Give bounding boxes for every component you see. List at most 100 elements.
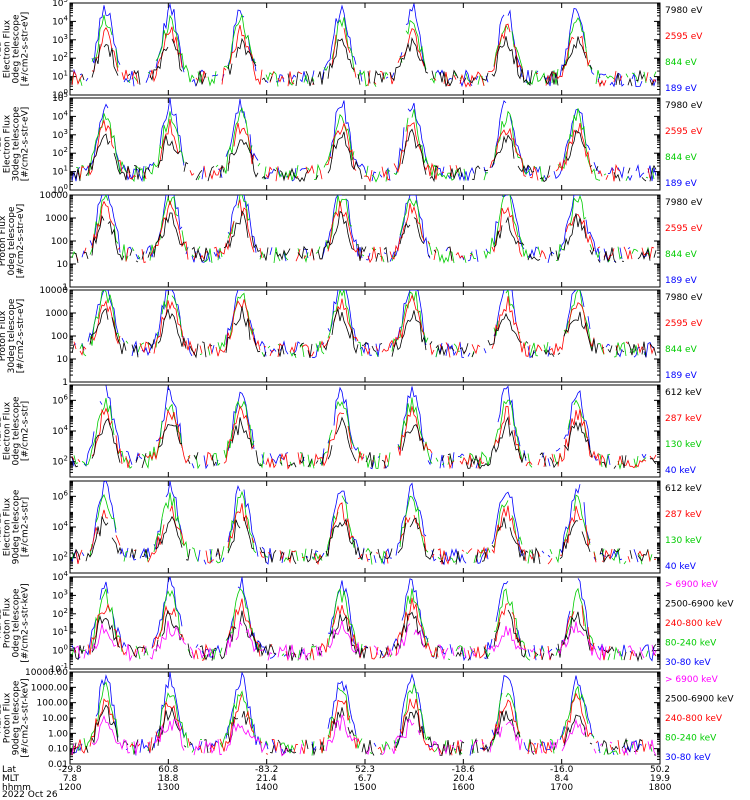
x-row-name: hhmm bbox=[2, 783, 31, 793]
legend-entry: 130 keV bbox=[665, 440, 702, 450]
y-tick-label: 10000 bbox=[39, 286, 68, 296]
x-tick-label: -29.8 bbox=[58, 765, 82, 775]
date-label: 2022 Oct 26 bbox=[2, 790, 58, 800]
x-tick-label: 1300 bbox=[157, 783, 180, 793]
legend-entry: 2500-6900 keV bbox=[665, 600, 734, 610]
y-tick-label: 102 bbox=[52, 51, 68, 64]
legend-entry: 40 keV bbox=[665, 562, 697, 572]
y-tick-label: 104 bbox=[52, 14, 68, 27]
series-trace bbox=[71, 714, 657, 757]
series-trace bbox=[75, 502, 657, 565]
y-tick-label: 10 bbox=[57, 260, 69, 270]
series-trace bbox=[72, 481, 656, 564]
y-axis-label: TEDElectron Flux0deg telescope[#/cm2-s-s… bbox=[0, 12, 31, 87]
series-group bbox=[72, 386, 656, 469]
series-group bbox=[71, 195, 657, 264]
panel-8: 0.01 0.10 1.00 10.00 100.00 1000.00 10000.00ME… bbox=[0, 668, 734, 770]
series-trace bbox=[73, 210, 657, 264]
y-tick-label: 102 bbox=[52, 551, 68, 564]
panel-5: 102 104 106 MEPEDElectron Flux0deg telescop… bbox=[0, 384, 702, 478]
legend-entry: 80-240 keV bbox=[665, 734, 717, 744]
series-group bbox=[71, 290, 657, 359]
legend-entry: > 6900 keV bbox=[665, 580, 719, 590]
series-trace bbox=[71, 405, 657, 470]
x-row-name: Lat bbox=[2, 765, 17, 775]
panel-frame bbox=[69, 384, 661, 478]
x-tick-label: 52.3 bbox=[355, 765, 375, 775]
legend-entry: 2595 eV bbox=[665, 319, 703, 329]
series-trace bbox=[71, 3, 657, 88]
series-trace bbox=[81, 36, 655, 87]
legend-entry: 80-240 keV bbox=[665, 639, 717, 649]
legend-entry: 130 keV bbox=[665, 536, 702, 546]
y-tick-label: 102 bbox=[52, 607, 68, 620]
y-tick-label: 100 bbox=[51, 332, 68, 342]
series-trace bbox=[71, 515, 649, 565]
legend-entry: 7980 eV bbox=[665, 198, 703, 208]
x-row-name: MLT bbox=[2, 774, 20, 784]
series-trace bbox=[71, 416, 657, 470]
x-tick-label: -18.6 bbox=[452, 765, 476, 775]
series-group bbox=[71, 3, 657, 88]
legend-entry: 240-800 keV bbox=[665, 619, 723, 629]
x-axis-labels: Lat -29.8 60.8 -83.2 52.3 -18.6 -16.0 50.2 MLT 7.… bbox=[2, 765, 672, 800]
y-tick-label: 1.00 bbox=[48, 729, 68, 739]
y-tick-label: 102 bbox=[52, 146, 68, 159]
legend-entry: 2595 eV bbox=[665, 224, 703, 234]
series-group bbox=[71, 98, 657, 183]
series-trace bbox=[71, 23, 657, 88]
legend-entry: 2595 eV bbox=[665, 127, 703, 137]
x-tick-label: 60.8 bbox=[158, 765, 178, 775]
series-trace bbox=[71, 195, 651, 264]
y-tick-label: 106 bbox=[52, 489, 68, 502]
y-axis-label: Proton Flux30deg telescope[#/cm2-s-str-e… bbox=[0, 298, 26, 373]
y-tick-label: 100.00 bbox=[37, 699, 69, 709]
legend-entry: 7980 eV bbox=[665, 101, 703, 111]
panel-3: 1 10 100 1000 10000 Proton Flux0deg telescope… bbox=[0, 191, 703, 293]
series-group bbox=[72, 481, 656, 565]
legend-entry: 240-800 keV bbox=[665, 714, 723, 724]
y-tick-label: 101 bbox=[52, 625, 68, 638]
series-trace bbox=[71, 306, 657, 359]
legend-entry: 30-80 keV bbox=[665, 753, 711, 763]
y-tick-label: 10 bbox=[57, 355, 69, 365]
y-tick-label: 104 bbox=[52, 424, 68, 437]
legend-entry: 7980 eV bbox=[665, 293, 703, 303]
y-tick-label: 10000.00 bbox=[25, 668, 68, 678]
series-trace bbox=[71, 98, 657, 183]
y-tick-label: 100 bbox=[51, 237, 68, 247]
series-trace bbox=[73, 620, 657, 662]
legend-entry: 287 keV bbox=[665, 414, 702, 424]
y-tick-label: 1 bbox=[62, 283, 68, 293]
x-tick-label: 19.9 bbox=[650, 774, 670, 784]
y-tick-label: 104 bbox=[52, 570, 68, 583]
legend-entry: 844 eV bbox=[665, 153, 698, 163]
legend-entry: 2500-6900 keV bbox=[665, 695, 734, 705]
y-tick-label: 105 bbox=[52, 0, 68, 9]
legend-entry: 844 eV bbox=[665, 345, 698, 355]
series-trace bbox=[72, 386, 652, 469]
y-axis-label: MEPEDElectron Flux90deg telescope[#/cm2-… bbox=[0, 489, 31, 564]
panel-frame bbox=[69, 480, 661, 574]
series-group bbox=[71, 577, 657, 662]
y-tick-label: 1000 bbox=[45, 309, 68, 319]
x-tick-label: 1800 bbox=[649, 783, 672, 793]
y-tick-label: 102 bbox=[52, 455, 68, 468]
legend-entry: 2595 eV bbox=[665, 32, 703, 42]
y-axis-label: Proton Flux0deg telescope[#/cm2-s-str-eV… bbox=[0, 204, 26, 279]
y-tick-label: 104 bbox=[52, 109, 68, 122]
legend-entry: 189 eV bbox=[665, 371, 698, 381]
legend-entry: 287 keV bbox=[665, 510, 702, 520]
series-trace bbox=[72, 672, 656, 756]
legend-entry: 189 eV bbox=[665, 179, 698, 189]
series-trace bbox=[71, 577, 655, 662]
legend-entry: 844 eV bbox=[665, 58, 698, 68]
y-tick-label: 103 bbox=[52, 128, 68, 141]
y-tick-label: 10000 bbox=[39, 191, 68, 201]
x-tick-label: 6.7 bbox=[358, 774, 372, 784]
x-tick-label: 21.4 bbox=[257, 774, 277, 784]
series-trace bbox=[72, 492, 656, 565]
